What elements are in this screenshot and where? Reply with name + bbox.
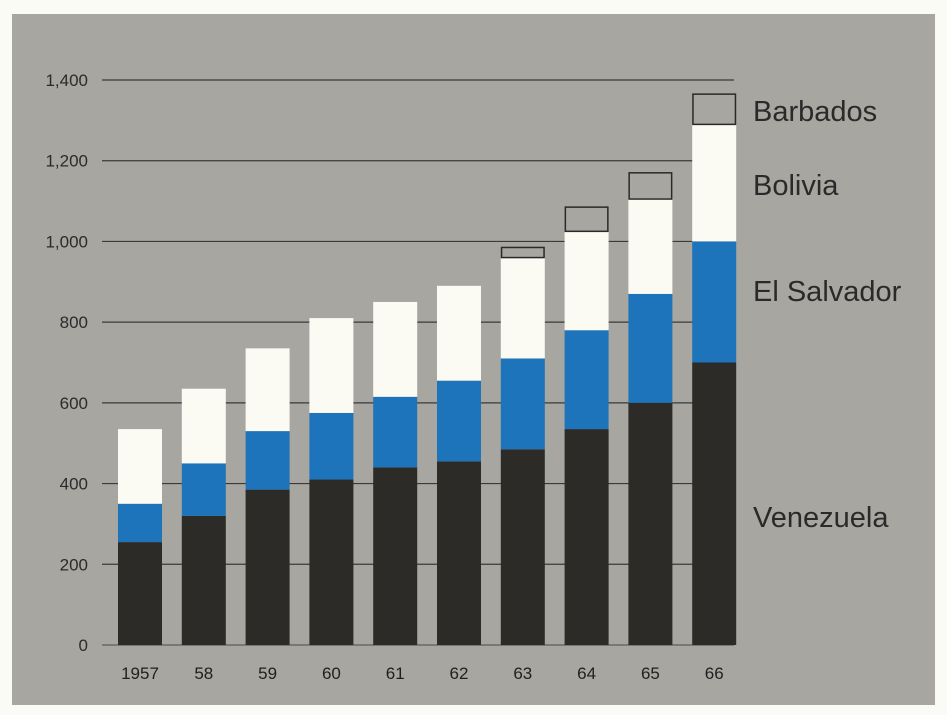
y-tick-label: 1,400 [45,71,88,90]
bar-segment-venezuela [500,449,545,645]
bar-segment-el-salvador [373,396,418,468]
bar-segment-bolivia [628,199,673,294]
bar-segment-el-salvador [181,463,226,516]
bar-segment-venezuela [692,362,737,645]
bar-segment-bolivia [373,301,418,397]
bar-segment-barbados [628,172,673,200]
legend-label-el-salvador: El Salvador [753,276,902,308]
bar-segment-barbados [692,93,737,126]
bar-segment-el-salvador [309,412,354,480]
bar-segment-bolivia [245,348,290,432]
x-tick-label: 1957 [121,664,159,683]
bar-segment-el-salvador [118,503,162,543]
bar-segment-barbados [500,246,545,259]
y-tick-label: 1,000 [45,232,88,251]
bar-segment-barbados [564,206,609,233]
bar-segment-bolivia [309,318,354,413]
y-tick-label: 0 [79,636,88,655]
bar-segment-venezuela [437,461,481,645]
bar-segment-bolivia [118,429,162,504]
legend-label-barbados: Barbados [753,96,877,128]
legend-label-venezuela: Venezuela [753,502,889,534]
bar-segment-venezuela [309,479,354,645]
bar-segment-venezuela [181,515,226,645]
bar-segment-bolivia [692,124,737,242]
x-tick-label: 61 [386,664,405,683]
bar-segment-el-salvador [500,358,545,450]
bar-segment-venezuela [628,402,673,645]
y-tick-label: 1,200 [45,152,88,171]
bar-segment-bolivia [564,231,609,331]
bar-segment-bolivia [181,388,226,464]
bar-segment-venezuela [118,542,162,645]
y-tick-label: 800 [60,313,88,332]
x-tick-label: 62 [450,664,469,683]
y-tick-label: 400 [60,475,88,494]
bar-segment-el-salvador [437,380,481,462]
bar-segment-el-salvador [564,330,609,430]
x-tick-label: 63 [513,664,532,683]
bar-segment-el-salvador [628,293,673,403]
bar-segment-venezuela [564,429,609,645]
bar-segment-bolivia [437,285,481,381]
x-tick-label: 64 [577,664,596,683]
y-tick-label: 600 [60,394,88,413]
x-tick-label: 65 [641,664,660,683]
legend-label-bolivia: Bolivia [753,170,839,202]
x-tick-label: 60 [322,664,341,683]
y-tick-label: 200 [60,555,88,574]
bar-segment-venezuela [373,467,418,645]
x-tick-label: 66 [705,664,724,683]
x-tick-label: 58 [194,664,213,683]
x-tick-label: 59 [258,664,277,683]
bar-segment-el-salvador [692,241,737,363]
bar-segment-venezuela [245,489,290,645]
bar-segment-bolivia [500,257,545,359]
bar-segment-el-salvador [245,431,290,490]
